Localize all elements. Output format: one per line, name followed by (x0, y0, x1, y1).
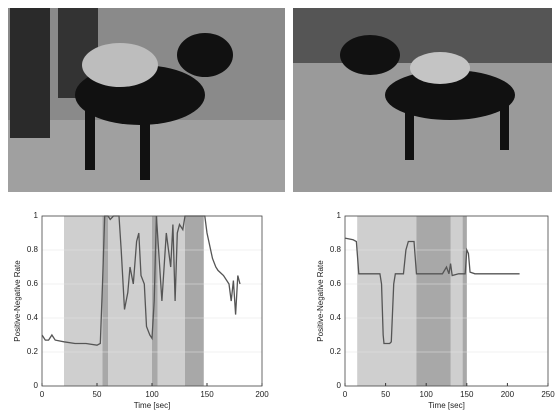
y-tick-label: 0.8 (330, 245, 342, 254)
x-tick-label: 100 (420, 390, 434, 399)
y-tick-label: 0.4 (27, 313, 39, 322)
x-axis-label: Time [sec] (134, 401, 171, 410)
shaded-span (463, 216, 467, 386)
y-tick-label: 0.6 (27, 279, 39, 288)
x-tick-label: 0 (40, 390, 45, 399)
x-axis-label: Time [sec] (428, 401, 465, 410)
x-tick-label: 250 (541, 390, 555, 399)
figure: 00.20.40.60.81050100150200Time [sec]Posi… (0, 0, 560, 414)
y-axis-label: Positive-Negative Rate (13, 260, 22, 342)
y-tick-label: 0.2 (27, 347, 39, 356)
y-tick-label: 0.8 (27, 245, 39, 254)
y-tick-label: 0 (34, 381, 39, 390)
x-tick-label: 200 (501, 390, 515, 399)
y-tick-label: 0.4 (330, 313, 342, 322)
shaded-span (185, 216, 204, 386)
y-tick-label: 0.6 (330, 279, 342, 288)
x-tick-label: 50 (381, 390, 390, 399)
y-tick-label: 1 (34, 211, 39, 220)
shaded-span (64, 216, 204, 386)
x-tick-label: 100 (145, 390, 159, 399)
x-tick-label: 200 (255, 390, 269, 399)
x-tick-label: 150 (460, 390, 474, 399)
y-axis-label: Positive-Negative Rate (316, 260, 325, 342)
x-tick-label: 0 (343, 390, 348, 399)
y-tick-label: 1 (337, 211, 342, 220)
shaded-span (416, 216, 450, 386)
photo-right (293, 8, 552, 192)
x-tick-label: 50 (93, 390, 102, 399)
x-tick-label: 150 (200, 390, 214, 399)
y-tick-label: 0 (337, 381, 342, 390)
y-tick-label: 0.2 (330, 347, 342, 356)
photo-left (8, 8, 285, 192)
